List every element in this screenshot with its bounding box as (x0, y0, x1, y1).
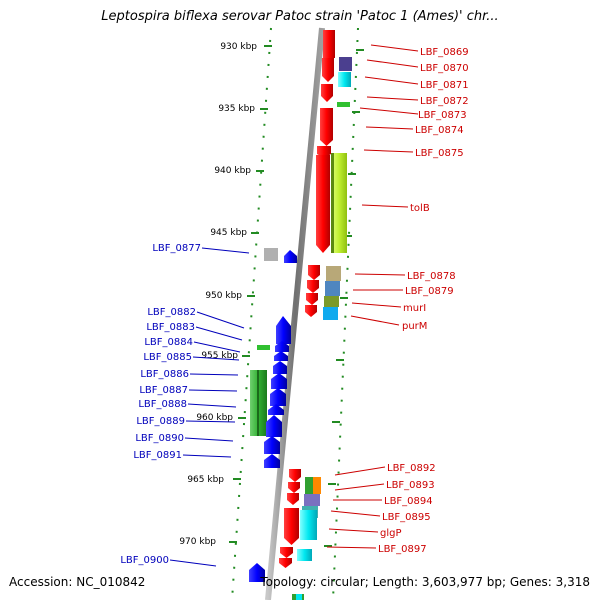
gene-red-a (322, 58, 334, 82)
label-lbf-0878: LBF_0878 (407, 271, 456, 282)
gene-lbf-0889 (268, 404, 284, 415)
label-lbf-0873: LBF_0873 (418, 110, 467, 121)
ruler-label-945: 945 kbp (210, 228, 247, 238)
gene-red-e (306, 293, 318, 305)
label-lbf-0870: LBF_0870 (420, 63, 469, 74)
gene-lbf-0871 (338, 72, 351, 87)
label-lbf-0887: LBF_0887 (139, 385, 188, 396)
label-lbf-0885: LBF_0885 (143, 352, 192, 363)
ruler-label-960: 960 kbp (196, 413, 233, 423)
gene-glgp (300, 510, 317, 540)
label-lbf-0871: LBF_0871 (420, 80, 469, 91)
label-tolb: tolB (410, 203, 430, 214)
label-lbf-0869: LBF_0869 (420, 47, 469, 58)
gene-lbf-0874 (320, 108, 333, 146)
gene-red-j (284, 508, 299, 545)
ruler-label-940: 940 kbp (214, 166, 251, 176)
gene-red-d (307, 280, 319, 293)
accession-text: Accession: NC_010842 (9, 575, 146, 589)
label-lbf-0894: LBF_0894 (384, 496, 433, 507)
ruler-label-930: 930 kbp (220, 42, 257, 52)
gene-red-f (305, 305, 317, 317)
gene-lbf-0891a (264, 436, 280, 454)
label-lbf-0889: LBF_0889 (136, 416, 185, 427)
genome-info-text: Topology: circular; Length: 3,603,977 bp… (260, 575, 590, 589)
gene-red-l (279, 558, 292, 568)
gene-muri (324, 296, 339, 307)
gene-lbf-0890 (266, 415, 282, 437)
left-leaders (169, 247, 250, 567)
gene-tolb-red (316, 155, 330, 253)
gene-lbf-0893 (313, 477, 321, 494)
label-lbf-0879: LBF_0879 (405, 286, 454, 297)
gene-lbf-0900 (249, 563, 265, 582)
ruler-labels: 930 kbp 935 kbp 940 kbp 945 kbp 950 kbp … (179, 42, 257, 547)
label-glgp: glgP (380, 528, 402, 539)
gene-red-b (321, 84, 333, 102)
label-lbf-0892: LBF_0892 (387, 463, 436, 474)
gene-lbf-0877 (284, 250, 297, 263)
forward-genes (279, 30, 352, 600)
gene-lbf-0879 (325, 281, 340, 296)
ruler-ticks (229, 45, 364, 547)
label-purm: purM (402, 321, 427, 332)
label-muri: murI (403, 303, 426, 314)
label-lbf-0877: LBF_0877 (152, 243, 201, 254)
ruler-label-955: 955 kbp (201, 351, 238, 361)
gene-lbf-0887 (271, 373, 287, 389)
ruler-label-950: 950 kbp (205, 291, 242, 301)
label-lbf-0882: LBF_0882 (147, 307, 196, 318)
gene-lbf-0891 (264, 454, 280, 468)
label-lbf-0888: LBF_0888 (138, 399, 187, 410)
label-lbf-0900: LBF_0900 (120, 555, 169, 566)
gene-purm (323, 307, 338, 320)
genome-backbone (265, 27, 325, 600)
label-lbf-0872: LBF_0872 (420, 96, 469, 107)
label-lbf-0874: LBF_0874 (415, 125, 464, 136)
label-lbf-0883: LBF_0883 (146, 322, 195, 333)
gene-lbf-0878 (326, 266, 341, 281)
label-lbf-0875: LBF_0875 (415, 148, 464, 159)
ruler-label-965: 965 kbp (187, 475, 224, 485)
map-title: Leptospira biflexa serovar Patoc strain … (101, 9, 499, 24)
gene-lbf-0873 (337, 102, 350, 107)
label-lbf-0891: LBF_0891 (133, 450, 182, 461)
ruler-label-935: 935 kbp (218, 104, 255, 114)
reverse-genes (249, 248, 297, 582)
label-lbf-0884: LBF_0884 (144, 337, 193, 348)
gene-lbf-0886 (273, 361, 287, 374)
gene-lbf-0885 (257, 345, 270, 350)
gene-lbf-0882 (276, 316, 291, 344)
gene-red-h (288, 482, 300, 493)
gene-lbf-0888 (270, 388, 286, 406)
gene-lbf-0877-grey (264, 248, 278, 261)
left-labels: LBF_0877 LBF_0882 LBF_0883 LBF_0884 LBF_… (120, 243, 201, 566)
label-lbf-0893: LBF_0893 (386, 480, 435, 491)
ruler-label-970: 970 kbp (179, 537, 216, 547)
gene-lbf-0894 (304, 494, 320, 506)
right-leaders (326, 44, 419, 549)
gene-lbf-0870 (339, 57, 352, 71)
gene-red-i (287, 493, 299, 505)
label-lbf-0886: LBF_0886 (140, 369, 189, 380)
gene-lbf-0892 (305, 477, 313, 494)
label-lbf-0895: LBF_0895 (382, 512, 431, 523)
label-lbf-0890: LBF_0890 (135, 433, 184, 444)
gene-red-c (308, 265, 320, 280)
gene-tolb (331, 153, 347, 253)
gene-lbf-0869 (323, 30, 335, 58)
label-lbf-0897: LBF_0897 (378, 544, 427, 555)
gene-red-k (280, 547, 293, 558)
gene-lbf-0883 (275, 341, 289, 352)
gene-lbf-0897 (297, 549, 312, 561)
right-labels: LBF_0869 LBF_0870 LBF_0871 LBF_0872 LBF_… (378, 47, 469, 555)
gene-red-g (289, 469, 301, 482)
gene-lbf-0884 (274, 351, 288, 361)
